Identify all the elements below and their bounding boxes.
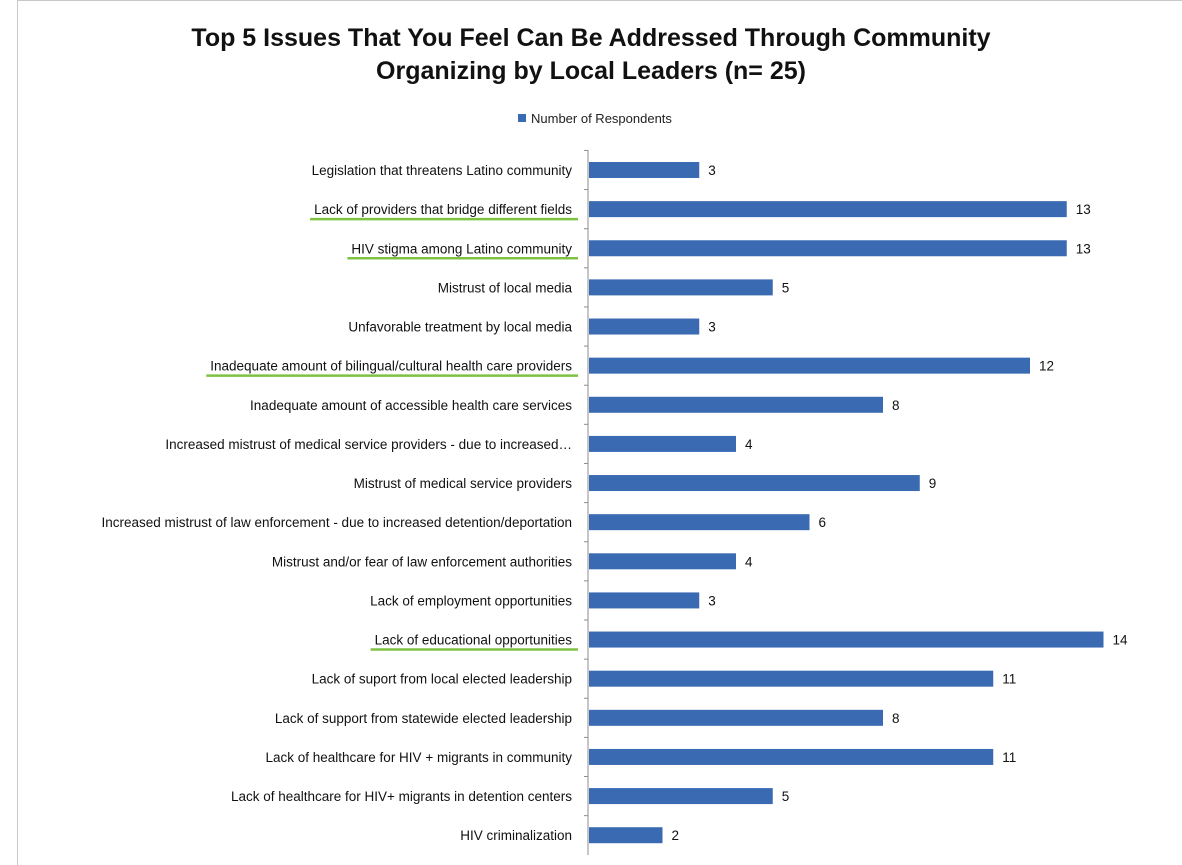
legend-swatch bbox=[518, 114, 526, 122]
chart-title: Top 5 Issues That You Feel Can Be Addres… bbox=[0, 22, 1182, 88]
bar bbox=[589, 240, 1067, 257]
bar bbox=[589, 162, 700, 178]
category-label: Inadequate amount of accessible health c… bbox=[250, 398, 572, 413]
value-label: 5 bbox=[782, 280, 790, 295]
bar bbox=[589, 670, 994, 687]
chart-title-line-1: Top 5 Issues That You Feel Can Be Addres… bbox=[191, 24, 991, 52]
bars-group bbox=[589, 162, 1104, 844]
bar bbox=[589, 827, 663, 844]
value-label: 14 bbox=[1113, 633, 1129, 648]
bar bbox=[589, 396, 883, 413]
bar bbox=[589, 318, 700, 335]
category-label: Mistrust of medical service providers bbox=[354, 476, 573, 491]
bar bbox=[589, 475, 920, 492]
value-label: 11 bbox=[1002, 750, 1016, 765]
bar bbox=[589, 514, 810, 531]
category-label: Mistrust of local media bbox=[438, 280, 573, 295]
category-label: Increased mistrust of medical service pr… bbox=[165, 437, 572, 452]
bar bbox=[589, 279, 773, 296]
value-label: 13 bbox=[1076, 241, 1091, 256]
value-label: 3 bbox=[708, 320, 716, 335]
bar bbox=[589, 748, 994, 765]
category-label: Lack of providers that bridge different … bbox=[314, 202, 572, 217]
bar bbox=[589, 201, 1067, 218]
category-label: HIV stigma among Latino community bbox=[351, 241, 572, 256]
category-label: Lack of suport from local elected leader… bbox=[312, 672, 572, 687]
value-label: 2 bbox=[672, 828, 680, 843]
category-label: Lack of healthcare for HIV+ migrants in … bbox=[231, 789, 572, 804]
value-label: 4 bbox=[745, 437, 753, 452]
value-label: 9 bbox=[929, 476, 937, 491]
legend-label: Number of Respondents bbox=[531, 110, 672, 126]
value-label: 11 bbox=[1002, 672, 1016, 687]
category-label: Unfavorable treatment by local media bbox=[348, 320, 572, 335]
category-label: Inadequate amount of bilingual/cultural … bbox=[210, 359, 572, 374]
bar bbox=[589, 357, 1030, 374]
value-label: 8 bbox=[892, 398, 900, 413]
category-label: Legislation that threatens Latino commun… bbox=[312, 163, 573, 178]
chart-title-line-2: Organizing by Local Leaders (n= 25) bbox=[376, 57, 806, 85]
value-label: 12 bbox=[1039, 359, 1054, 374]
category-label: HIV criminalization bbox=[460, 828, 572, 843]
category-label: Lack of support from statewide elected l… bbox=[275, 711, 572, 726]
bar bbox=[589, 592, 700, 609]
value-label: 8 bbox=[892, 711, 900, 726]
category-label: Lack of educational opportunities bbox=[375, 633, 573, 648]
category-label: Mistrust and/or fear of law enforcement … bbox=[272, 554, 572, 569]
bar bbox=[589, 553, 736, 570]
category-label: Lack of healthcare for HIV + migrants in… bbox=[265, 750, 572, 765]
bar bbox=[589, 631, 1104, 648]
category-label: Increased mistrust of law enforcement - … bbox=[101, 515, 572, 530]
chart-frame bbox=[17, 0, 1182, 865]
value-label: 4 bbox=[745, 554, 753, 569]
category-label: Lack of employment opportunities bbox=[370, 593, 572, 608]
bar bbox=[589, 709, 883, 726]
bar bbox=[589, 788, 773, 805]
value-label: 5 bbox=[782, 789, 790, 804]
value-label: 6 bbox=[819, 515, 827, 530]
value-label: 13 bbox=[1076, 202, 1091, 217]
bar bbox=[589, 435, 736, 452]
value-label: 3 bbox=[708, 593, 716, 608]
value-label: 3 bbox=[708, 163, 716, 178]
chart-legend: Number of Respondents bbox=[518, 108, 672, 128]
